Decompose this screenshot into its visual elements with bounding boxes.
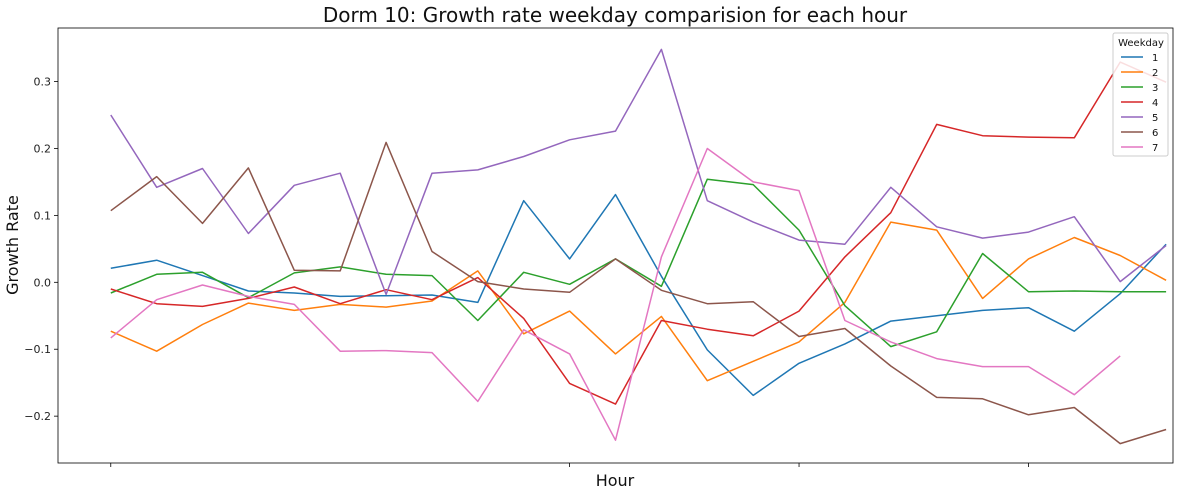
legend-label-5: 5 (1152, 113, 1158, 124)
legend-label-3: 3 (1152, 83, 1158, 94)
legend-label-1: 1 (1152, 53, 1158, 64)
series-line-1 (110, 193, 1167, 397)
legend-box (1112, 32, 1169, 157)
plot-area: −0.2 −0.1 0.0 0.1 0.2 0.3 (24, 48, 1167, 467)
y-tick-label: 0.2 (34, 142, 52, 155)
y-tick-label: 0.0 (34, 276, 52, 289)
series-line-6 (110, 141, 1167, 445)
legend-label-6: 6 (1152, 128, 1158, 139)
series-line-5 (110, 48, 1167, 296)
y-tick-label: −0.1 (24, 343, 51, 356)
legend: Weekday 1 2 3 4 5 6 7 (1112, 32, 1169, 157)
y-axis-label: Growth Rate (3, 195, 22, 295)
series-line-4 (110, 61, 1167, 405)
legend-label-2: 2 (1152, 68, 1158, 79)
chart-title: Dorm 10: Growth rate weekday comparision… (323, 3, 908, 27)
legend-label-4: 4 (1152, 98, 1158, 109)
series-line-2 (110, 221, 1167, 382)
y-tick-label: 0.3 (34, 76, 52, 89)
series-line-3 (110, 178, 1167, 348)
legend-label-7: 7 (1152, 143, 1158, 154)
legend-title: Weekday (1118, 38, 1164, 49)
y-tick-label: 0.1 (34, 209, 52, 222)
series-line-7 (110, 147, 1121, 441)
x-axis-label: Hour (596, 471, 635, 490)
y-tick-label: −0.2 (24, 410, 51, 423)
plot-frame (57, 27, 1174, 464)
